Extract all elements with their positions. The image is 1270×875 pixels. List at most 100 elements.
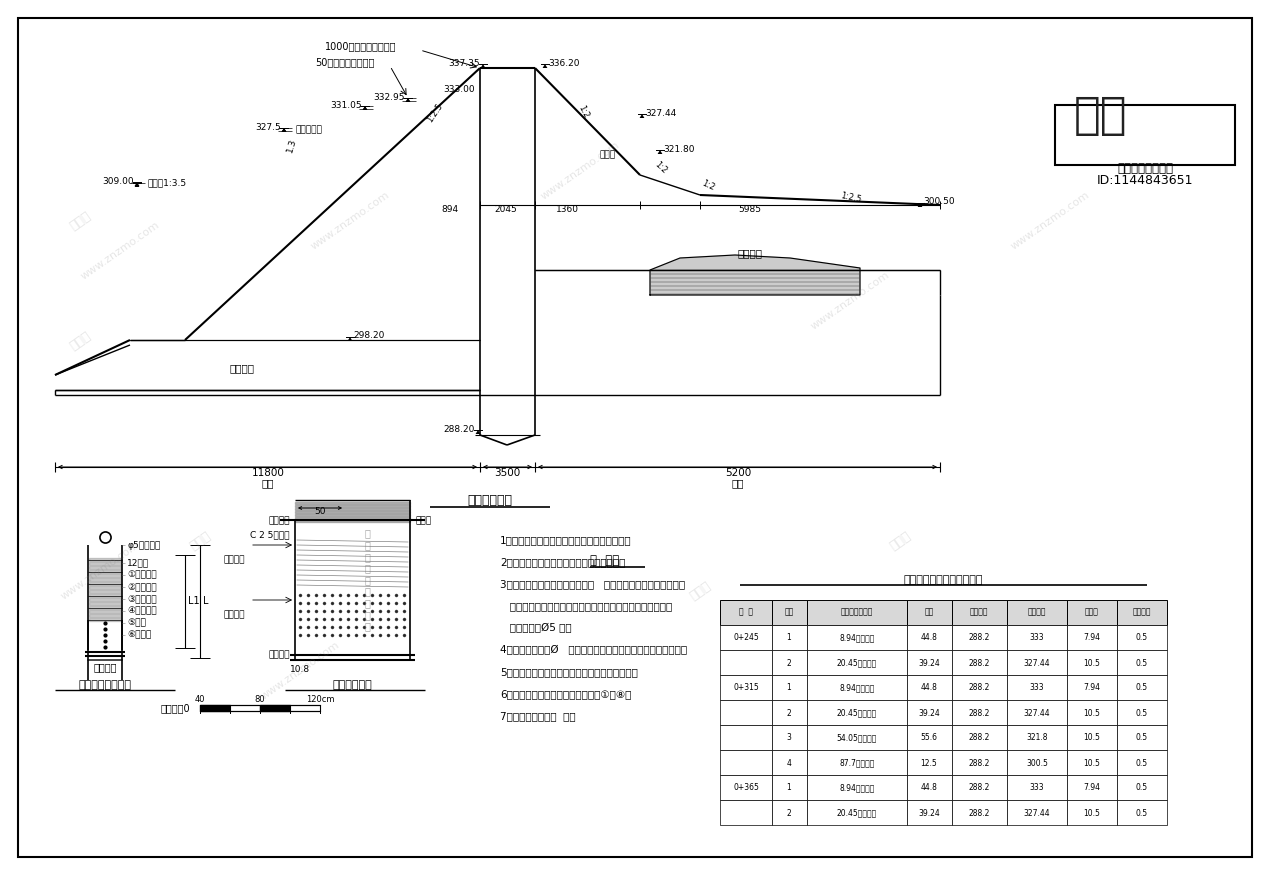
Text: 327.44: 327.44: [1024, 659, 1050, 668]
Text: 10.5: 10.5: [1083, 659, 1100, 668]
Text: 10.8: 10.8: [290, 666, 310, 675]
Text: 知末网: 知末网: [687, 579, 712, 603]
Polygon shape: [363, 106, 367, 110]
Polygon shape: [89, 558, 121, 561]
Text: C 2 5混凝土: C 2 5混凝土: [250, 530, 290, 540]
Text: 1: 1: [786, 683, 791, 692]
Text: 39.24: 39.24: [918, 808, 940, 817]
Text: 894: 894: [442, 206, 458, 214]
Text: 1:2.5: 1:2.5: [839, 192, 862, 205]
Bar: [1007, 750, 1067, 775]
Text: 5200: 5200: [725, 468, 751, 478]
Bar: [907, 725, 952, 750]
Text: www.znzmo.com: www.znzmo.com: [1008, 190, 1091, 252]
Text: 309.00: 309.00: [103, 177, 135, 185]
Bar: [952, 775, 1007, 800]
Text: 2: 2: [786, 709, 791, 717]
Text: 知末网: 知末网: [886, 529, 913, 553]
Bar: [1007, 600, 1067, 625]
Text: 砂卵石层: 砂卵石层: [738, 248, 762, 258]
Text: 7.94: 7.94: [1083, 634, 1101, 642]
Bar: [772, 600, 806, 625]
Text: 管顶高程: 管顶高程: [1027, 607, 1046, 617]
Text: 7.94: 7.94: [1083, 683, 1101, 692]
Text: 50年一遇设计洪水位: 50年一遇设计洪水位: [315, 57, 375, 67]
Text: 40: 40: [194, 696, 206, 704]
Polygon shape: [135, 182, 140, 186]
Bar: [806, 650, 907, 675]
Text: 0.5: 0.5: [1135, 659, 1148, 668]
Text: L: L: [203, 596, 208, 606]
Text: 6、进水管绑扎顺序从外往里为图示①－⑧；: 6、进水管绑扎顺序从外往里为图示①－⑧；: [500, 689, 631, 699]
Text: 44.8: 44.8: [921, 683, 937, 692]
Bar: [1055, 105, 1234, 165]
Text: 钻孔段顶底高程: 钻孔段顶底高程: [841, 607, 874, 617]
Text: 288.2: 288.2: [968, 733, 989, 743]
Polygon shape: [199, 705, 230, 711]
Polygon shape: [89, 602, 121, 605]
Bar: [720, 675, 772, 700]
Bar: [720, 625, 772, 650]
Text: 327.44: 327.44: [645, 108, 676, 117]
Polygon shape: [89, 590, 121, 593]
Text: 333: 333: [1030, 634, 1044, 642]
Bar: [772, 800, 806, 825]
Text: 5985: 5985: [738, 206, 762, 214]
Bar: [952, 650, 1007, 675]
Bar: [907, 675, 952, 700]
Text: 1360: 1360: [555, 206, 579, 214]
Text: 砂岩: 砂岩: [262, 478, 274, 488]
Text: 反滤料要求用绿豆滤料以上到进口段用粘土填实，测压管座: 反滤料要求用绿豆滤料以上到进口段用粘土填实，测压管座: [500, 601, 672, 611]
Text: 50: 50: [314, 507, 325, 516]
Text: 比例尺：0: 比例尺：0: [160, 703, 190, 713]
Text: 44.8: 44.8: [921, 634, 937, 642]
Text: ⑤铅丝: ⑤铅丝: [127, 619, 146, 627]
Text: www.znzmo.com: www.znzmo.com: [259, 640, 342, 702]
Polygon shape: [658, 150, 663, 154]
Bar: [1067, 600, 1118, 625]
Text: www.znzmo.com: www.znzmo.com: [79, 220, 161, 282]
Bar: [1067, 650, 1118, 675]
Text: 5、所安装的观测管要进行洗孔，并做注水实验；: 5、所安装的观测管要进行洗孔，并做注水实验；: [500, 667, 638, 677]
Text: 1.3: 1.3: [284, 136, 297, 153]
Text: 2、坝基观测管位置见大坝工程平面布置图；: 2、坝基观测管位置见大坝工程平面布置图；: [500, 557, 625, 567]
Bar: [806, 800, 907, 825]
Bar: [1118, 700, 1167, 725]
Text: 0+365: 0+365: [733, 783, 759, 793]
Bar: [907, 750, 952, 775]
Polygon shape: [640, 114, 644, 118]
Text: 粘土填实: 粘土填实: [224, 556, 245, 564]
Polygon shape: [295, 505, 410, 507]
Bar: [720, 750, 772, 775]
Text: φ5镀锌钢管: φ5镀锌钢管: [127, 541, 160, 550]
Text: 1:2: 1:2: [577, 104, 591, 120]
Bar: [907, 650, 952, 675]
Polygon shape: [89, 578, 121, 581]
Text: ①一层麻布: ①一层麻布: [127, 570, 156, 579]
Text: 管径流量: 管径流量: [970, 607, 988, 617]
Text: 测压管: 测压管: [599, 150, 616, 159]
Text: 288.2: 288.2: [968, 634, 989, 642]
Polygon shape: [89, 606, 121, 609]
Polygon shape: [230, 705, 260, 711]
Bar: [806, 775, 907, 800]
Text: ID:1144843651: ID:1144843651: [1097, 173, 1194, 186]
Text: 8.94（上部）: 8.94（上部）: [839, 783, 875, 793]
Text: 7、观测管伸入砂岩  米。: 7、观测管伸入砂岩 米。: [500, 711, 575, 721]
Polygon shape: [542, 64, 547, 68]
Text: 0.5: 0.5: [1135, 683, 1148, 692]
Text: 288.2: 288.2: [968, 709, 989, 717]
Polygon shape: [135, 183, 140, 187]
Text: 0.5: 0.5: [1135, 808, 1148, 817]
Text: 进水管结构示意图: 进水管结构示意图: [79, 680, 132, 690]
Text: 测压管座: 测压管座: [268, 516, 290, 526]
Polygon shape: [405, 98, 410, 102]
Bar: [1067, 750, 1118, 775]
Bar: [1067, 725, 1118, 750]
Text: 333.00: 333.00: [443, 86, 475, 94]
Text: ③两层铜丝: ③两层铜丝: [127, 594, 156, 604]
Polygon shape: [650, 255, 860, 295]
Polygon shape: [89, 574, 121, 577]
Text: 4、所用钻孔直径Ø   毫米，钻孔平直、干净，严禁用泥浆固壁；: 4、所用钻孔直径Ø 毫米，钻孔平直、干净，严禁用泥浆固壁；: [500, 645, 687, 655]
Bar: [806, 725, 907, 750]
